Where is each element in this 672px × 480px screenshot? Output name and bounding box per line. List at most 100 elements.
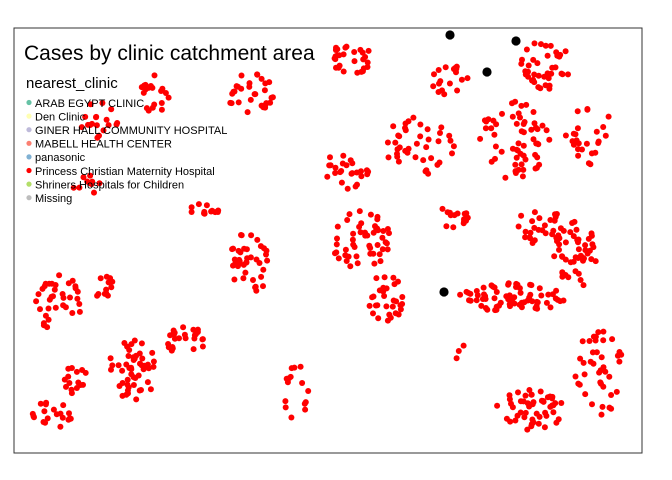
case-point: [557, 225, 564, 232]
case-point: [371, 260, 378, 267]
case-point: [447, 137, 454, 144]
case-point: [338, 179, 345, 186]
case-point: [573, 226, 580, 233]
case-point: [600, 337, 607, 344]
case-point: [305, 388, 312, 394]
case-point: [96, 180, 103, 187]
case-point: [558, 70, 565, 77]
case-point: [80, 174, 87, 181]
case-point: [547, 42, 554, 49]
case-point: [69, 310, 76, 316]
case-point: [542, 230, 549, 237]
case-point: [549, 291, 556, 298]
case-point: [463, 210, 470, 217]
case-point: [545, 291, 552, 298]
clinic-marker: [482, 67, 492, 77]
case-point: [76, 301, 83, 307]
case-point: [522, 409, 529, 416]
case-point: [124, 381, 131, 388]
case-point: [103, 116, 110, 123]
case-point: [87, 101, 94, 108]
case-point: [250, 277, 256, 283]
case-point: [260, 266, 267, 273]
case-point: [229, 246, 236, 253]
case-point: [29, 410, 36, 417]
case-point: [144, 379, 151, 386]
case-point: [344, 217, 351, 223]
case-point: [514, 281, 521, 288]
case-point: [139, 355, 146, 362]
case-point: [507, 418, 514, 425]
case-point: [562, 239, 569, 246]
case-point: [260, 283, 266, 290]
case-point: [33, 298, 40, 305]
case-point: [457, 291, 464, 298]
case-point: [589, 401, 595, 408]
case-point: [577, 277, 584, 283]
legend-label: Missing: [35, 193, 72, 205]
case-point: [524, 426, 531, 433]
case-point: [417, 133, 424, 140]
case-point: [41, 408, 48, 415]
case-point: [199, 336, 206, 343]
case-point: [576, 381, 583, 388]
case-point: [548, 70, 555, 77]
case-point: [562, 132, 569, 139]
case-point: [203, 202, 210, 209]
case-point: [529, 218, 536, 225]
case-point: [435, 138, 442, 145]
case-point: [516, 301, 523, 308]
case-point: [170, 327, 177, 334]
case-point: [492, 143, 499, 150]
case-point: [446, 80, 453, 87]
case-point: [128, 364, 135, 371]
case-point: [528, 423, 535, 430]
case-point: [327, 154, 333, 161]
case-point: [405, 145, 412, 152]
legend-key: [26, 113, 32, 119]
case-point: [522, 234, 529, 241]
case-point: [552, 400, 559, 407]
case-point: [63, 383, 69, 390]
case-point: [519, 173, 526, 180]
case-point: [130, 354, 137, 361]
case-point: [52, 282, 59, 288]
clinic-markers: [439, 30, 521, 297]
case-point: [549, 231, 556, 238]
case-point: [544, 52, 551, 59]
case-point: [598, 411, 605, 418]
case-point: [389, 303, 396, 310]
case-point: [301, 400, 308, 407]
case-point: [254, 71, 261, 78]
case-point: [60, 294, 67, 301]
case-point: [535, 420, 542, 427]
case-point: [376, 251, 383, 258]
case-point: [93, 122, 100, 129]
case-point: [379, 246, 386, 253]
case-point: [593, 128, 600, 135]
case-point: [351, 58, 358, 65]
case-point: [116, 383, 123, 389]
case-point: [526, 387, 533, 393]
case-point: [97, 275, 104, 282]
case-point: [82, 113, 89, 120]
case-point: [40, 320, 47, 327]
clinic-marker: [439, 287, 449, 297]
case-point: [608, 392, 615, 398]
case-point: [614, 352, 621, 359]
case-point: [62, 304, 69, 311]
case-point: [358, 168, 364, 175]
legend-key: [26, 154, 32, 160]
case-point: [244, 109, 251, 116]
case-point: [535, 72, 542, 79]
case-point: [82, 369, 89, 376]
case-point: [582, 247, 589, 254]
case-point: [527, 291, 534, 298]
case-point: [384, 139, 391, 146]
case-point: [340, 152, 347, 159]
case-point: [347, 157, 354, 164]
case-point: [333, 249, 340, 256]
case-point: [336, 62, 343, 69]
case-point: [435, 67, 442, 73]
case-point: [73, 368, 80, 375]
